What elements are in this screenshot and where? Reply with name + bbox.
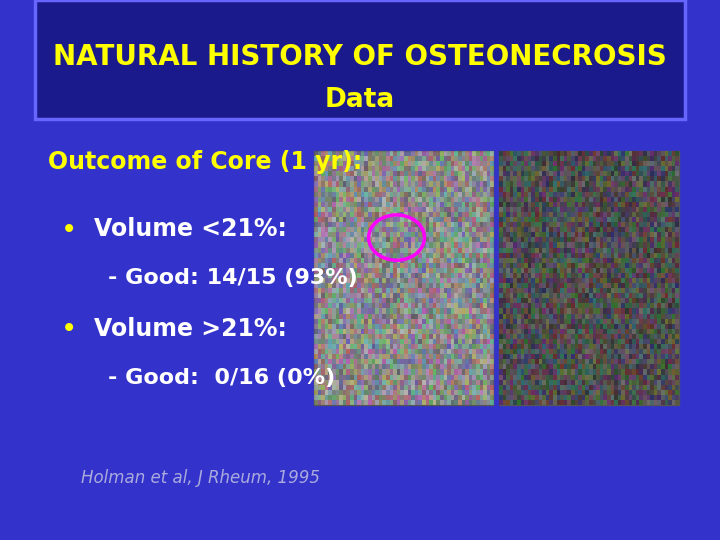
Text: - Good: 14/15 (93%): - Good: 14/15 (93%) (107, 268, 357, 288)
Text: •: • (61, 215, 77, 244)
Text: Volume <21%:: Volume <21%: (94, 218, 287, 241)
Text: Outcome of Core (1 yr):: Outcome of Core (1 yr): (48, 150, 362, 174)
Text: Holman et al, J Rheum, 1995: Holman et al, J Rheum, 1995 (81, 469, 320, 487)
Bar (500, 151, 679, 405)
FancyBboxPatch shape (35, 0, 685, 119)
Text: Volume >21%:: Volume >21%: (94, 318, 287, 341)
Text: - Good:  0/16 (0%): - Good: 0/16 (0%) (107, 368, 335, 388)
Text: NATURAL HISTORY OF OSTEONECROSIS: NATURAL HISTORY OF OSTEONECROSIS (53, 43, 667, 71)
Bar (313, 151, 493, 405)
Text: •: • (61, 315, 77, 343)
Text: Data: Data (325, 87, 395, 113)
